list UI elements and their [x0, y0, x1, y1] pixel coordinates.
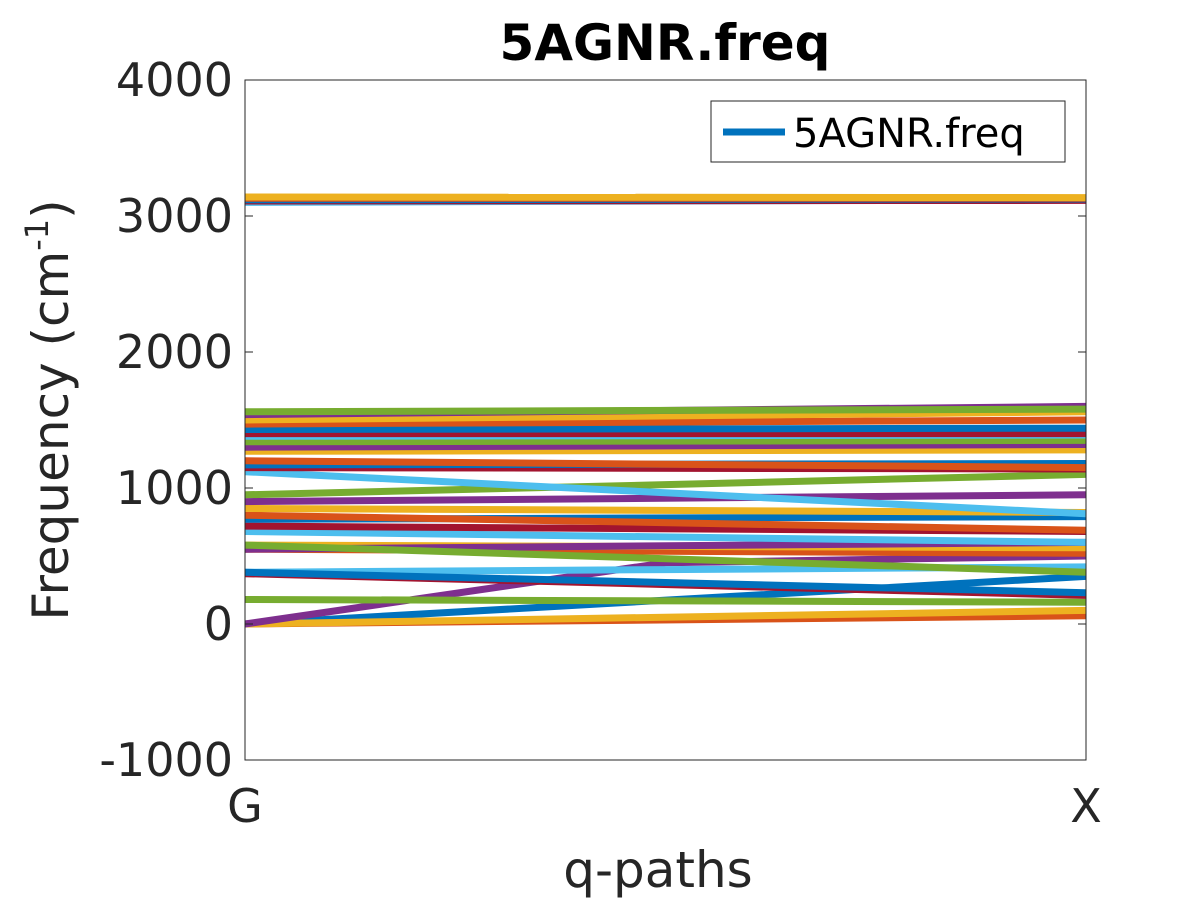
y-axis-label-close: )	[22, 199, 80, 219]
series-line-17	[244, 504, 1087, 516]
series-line-38	[244, 193, 1087, 202]
ytick-labels: -1000 0 1000 2000 3000 4000	[99, 53, 233, 787]
ytick-marks	[245, 79, 1086, 761]
ytick-label: 1000	[116, 461, 233, 515]
series-line-16	[244, 511, 1087, 534]
x-axis-label: q-paths	[563, 841, 753, 899]
legend: 5AGNR.freq	[710, 100, 1066, 163]
series-line-33	[244, 405, 1087, 416]
xtick-label: X	[1070, 779, 1102, 833]
series-line-13	[244, 528, 1087, 546]
series-line-29	[244, 424, 1087, 433]
series-line-25	[244, 441, 1087, 451]
series-line-12	[244, 541, 1087, 576]
series-line-18	[244, 491, 1087, 506]
ytick-label: 4000	[116, 53, 233, 107]
ytick-label: 2000	[116, 325, 233, 379]
series-line-19	[244, 470, 1087, 499]
y-axis-label-main: Frequency (cm	[22, 251, 80, 621]
chart-title: 5AGNR.freq	[500, 14, 831, 72]
series-group	[244, 193, 1087, 628]
series-line-4	[244, 552, 1087, 628]
ytick-label: 3000	[116, 189, 233, 243]
xtick-label: G	[227, 779, 263, 833]
series-line-3	[244, 606, 1087, 628]
legend-label: 5AGNR.freq	[793, 111, 1025, 157]
series-line-31	[244, 408, 1087, 424]
series-line-30	[244, 416, 1087, 428]
ytick-label: 0	[204, 597, 233, 651]
y-axis-label: Frequency (cm-1)	[18, 199, 80, 620]
ytick-label: -1000	[99, 733, 233, 787]
series-line-8	[244, 568, 1087, 597]
y-axis-label-superscript: -1	[18, 219, 56, 251]
axes-box	[244, 79, 1087, 761]
series-line-5	[244, 596, 1087, 606]
series-line-26	[244, 436, 1087, 446]
plot-area	[244, 79, 1087, 761]
series-line-20	[244, 468, 1087, 518]
series-line-23	[244, 457, 1087, 472]
series-line-24	[244, 446, 1087, 455]
